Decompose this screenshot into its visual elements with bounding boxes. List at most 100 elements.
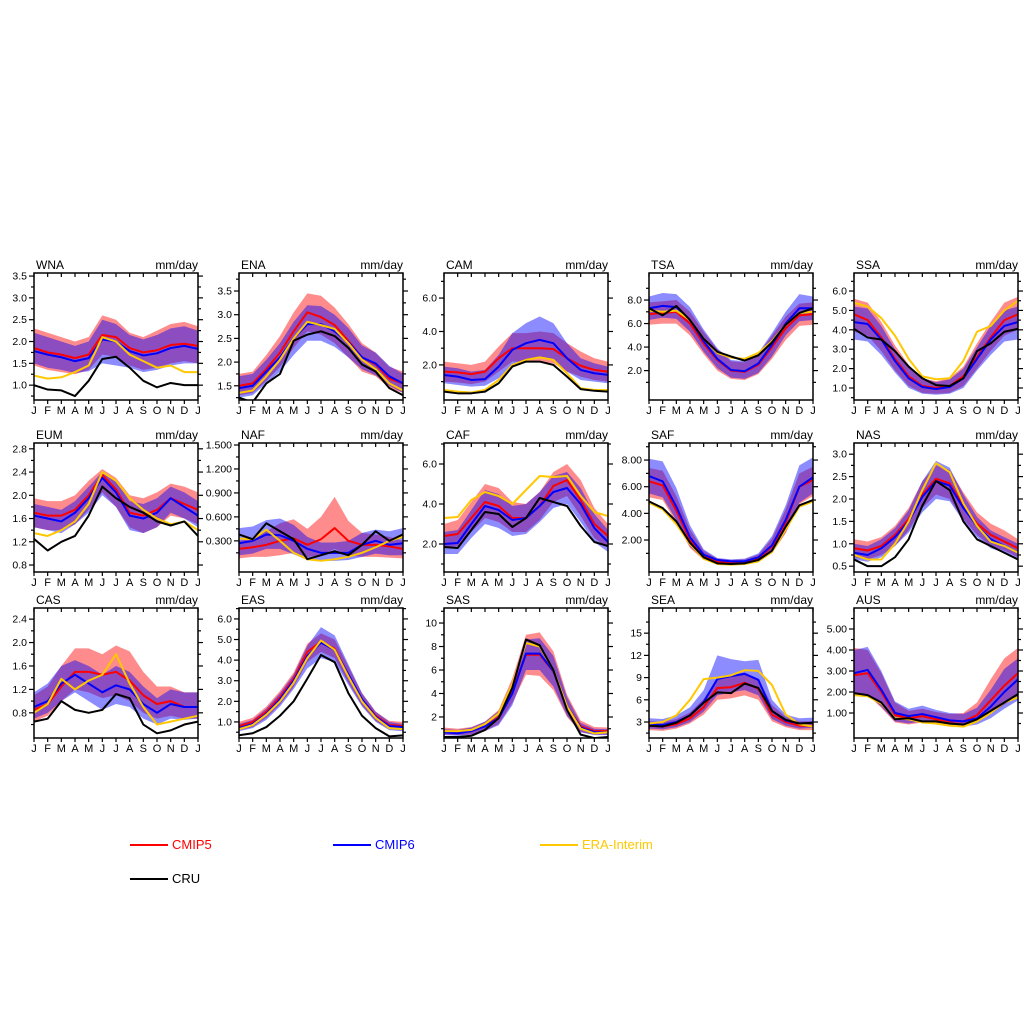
- CAF-month-label: J: [441, 577, 447, 589]
- TSA-month-label: J: [810, 405, 816, 417]
- ENA-ytick-label: 2.0: [217, 357, 232, 369]
- SAF-month-label: F: [659, 577, 666, 589]
- TSA-month-label: M: [672, 405, 681, 417]
- NAF-month-label: A: [276, 577, 284, 589]
- CAF-month-label: J: [510, 577, 516, 589]
- SAF-month-label: M: [699, 577, 708, 589]
- NAF-cmip6-spread-band: [239, 518, 403, 561]
- CAF-ytick-label: 2.0: [422, 539, 437, 551]
- SAS-month-label: S: [550, 743, 557, 755]
- TSA-month-label: A: [741, 405, 749, 417]
- AUS-ytick-label: 3.00: [827, 666, 848, 678]
- EAS-ytick-label: 1.0: [217, 716, 232, 728]
- AUS-cru-line: [854, 692, 1018, 726]
- WNA-month-label: J: [31, 405, 37, 417]
- CAS-cmip6-line: [34, 673, 198, 714]
- TSA-month-label: N: [782, 405, 790, 417]
- TSA-month-label: O: [768, 405, 777, 417]
- EAS-month-label: A: [331, 743, 339, 755]
- CAS-ytick-label: 0.8: [12, 707, 27, 719]
- EAS-panel-title: EAS: [241, 593, 265, 607]
- EAS-month-label: J: [318, 743, 324, 755]
- CAF-month-label: D: [590, 577, 598, 589]
- TSA-month-label: J: [728, 405, 734, 417]
- WNA-month-label: A: [71, 405, 79, 417]
- CAF-month-label: M: [494, 577, 503, 589]
- WNA-month-label: F: [44, 405, 51, 417]
- CAM-month-label: O: [563, 405, 572, 417]
- NAS-axis-ticks: [849, 443, 1023, 576]
- ENA-month-label: F: [249, 405, 256, 417]
- WNA-ytick-label: 3.5: [12, 271, 27, 283]
- EUM-ytick-label: 1.2: [12, 536, 27, 548]
- ENA-month-label: S: [345, 405, 352, 417]
- CAF-unit-label: mm/day: [565, 428, 608, 442]
- SEA-month-label: D: [795, 743, 803, 755]
- AUS-cmip5-spread-band: [854, 647, 1018, 727]
- NAS-era-interim-line: [854, 462, 1018, 561]
- EAS-ytick-label: 2.0: [217, 696, 232, 708]
- WNA-cmip6-spread-band: [34, 319, 198, 373]
- SSA-month-label: S: [960, 405, 967, 417]
- CAM-cru-line: [444, 360, 608, 395]
- SAF-unit-label: mm/day: [770, 428, 813, 442]
- CAM-panel-title: CAM: [446, 258, 473, 272]
- SSA-month-label: M: [904, 405, 913, 417]
- TSA-ytick-label: 4.0: [627, 342, 642, 354]
- SAS-month-label: J: [523, 743, 529, 755]
- SAS-ytick-label: 10: [425, 618, 437, 630]
- EAS-ytick-label: 3.0: [217, 675, 232, 687]
- CAS-month-label: A: [126, 743, 134, 755]
- CAM-month-label: N: [577, 405, 585, 417]
- CAM-month-label: S: [550, 405, 557, 417]
- SSA-ytick-label: 1.0: [832, 382, 847, 394]
- SAS-ytick-label: 8: [431, 641, 437, 653]
- NAF-month-label: M: [262, 577, 271, 589]
- NAS-cmip5-line: [854, 477, 1018, 552]
- NAS-month-label: F: [864, 577, 871, 589]
- EAS-cmip6-spread-band: [239, 627, 403, 732]
- SSA-ytick-label: 6.0: [832, 286, 847, 298]
- CAS-panel-title: CAS: [36, 593, 61, 607]
- SAF-month-label: S: [755, 577, 762, 589]
- EUM-month-label: J: [31, 577, 37, 589]
- NAF-month-label: J: [305, 577, 311, 589]
- SEA-cru-line: [649, 682, 813, 728]
- CAS-axis-ticks: [29, 608, 203, 742]
- AUS-cmip6-spread-band: [854, 646, 1018, 727]
- WNA-unit-label: mm/day: [155, 258, 198, 272]
- NAF-month-label: J: [318, 577, 324, 589]
- WNA-month-label: O: [153, 405, 162, 417]
- EUM-month-label: J: [100, 577, 106, 589]
- CAS-month-label: N: [167, 743, 175, 755]
- AUS-month-label: M: [904, 743, 913, 755]
- AUS-ytick-label: 4.00: [827, 645, 848, 657]
- EUM-month-label: M: [57, 577, 66, 589]
- WNA-cru-line: [34, 355, 198, 398]
- NAF-ytick-label: 0.600: [206, 511, 232, 523]
- NAF-cmip6-line: [239, 533, 403, 554]
- TSA-ytick-label: 8.0: [627, 295, 642, 307]
- SAS-axis-ticks: [439, 608, 613, 742]
- SAF-month-label: A: [741, 577, 749, 589]
- EAS-month-label: O: [358, 743, 367, 755]
- EUM-month-label: A: [71, 577, 79, 589]
- SEA-month-label: J: [646, 743, 652, 755]
- TSA-month-label: S: [755, 405, 762, 417]
- EUM-cmip6-line: [34, 476, 198, 523]
- CAM-unit-label: mm/day: [565, 258, 608, 272]
- EUM-month-label: F: [44, 577, 51, 589]
- SEA-ytick-label: 12: [630, 650, 642, 662]
- AUS-month-label: O: [973, 743, 982, 755]
- CAS-month-label: J: [195, 743, 201, 755]
- SEA-month-label: M: [672, 743, 681, 755]
- NAS-ytick-label: 0.5: [832, 561, 847, 573]
- SAF-month-label: J: [810, 577, 816, 589]
- SAF-ytick-label: 8.00: [622, 455, 643, 467]
- SAF-panel-title: SAF: [651, 428, 674, 442]
- EAS-month-label: F: [249, 743, 256, 755]
- AUS-month-label: M: [877, 743, 886, 755]
- NAS-ytick-label: 1.5: [832, 516, 847, 528]
